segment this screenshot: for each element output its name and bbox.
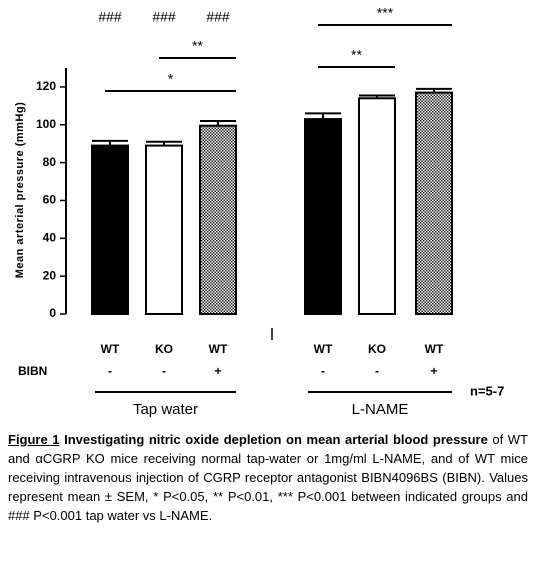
row-value: + <box>214 364 221 378</box>
bar <box>91 144 129 315</box>
x-tick-label: WT <box>101 342 120 356</box>
significance-label: * <box>168 71 174 87</box>
row-value: - <box>108 364 112 378</box>
row-label: BIBN <box>18 364 47 378</box>
y-tick-label: 60 <box>43 193 57 207</box>
y-tick-label: 80 <box>43 155 57 169</box>
hash-label: ### <box>206 9 230 25</box>
n-label: n=5-7 <box>470 383 504 398</box>
bar <box>415 91 453 315</box>
bar <box>358 97 396 316</box>
bar <box>145 144 183 315</box>
significance-label: *** <box>377 5 394 21</box>
y-tick-label: 20 <box>43 268 57 282</box>
y-tick-label: 40 <box>43 230 57 244</box>
bar <box>304 118 342 316</box>
x-tick-label: KO <box>368 342 386 356</box>
x-tick-label: KO <box>155 342 173 356</box>
x-tick-label: WT <box>425 342 444 356</box>
caption-title: Investigating nitric oxide depletion on … <box>64 432 488 447</box>
hash-label: ### <box>98 9 122 25</box>
caption: Figure 1 Investigating nitric oxide depl… <box>8 430 528 525</box>
row-value: - <box>375 364 379 378</box>
group-label: L-NAME <box>352 401 409 418</box>
x-tick-label: WT <box>314 342 333 356</box>
x-tick-label: WT <box>209 342 228 356</box>
row-value: - <box>162 364 166 378</box>
group-label: Tap water <box>133 401 198 418</box>
y-tick-label: 0 <box>49 306 56 320</box>
y-axis-label: Mean arterial pressure (mmHg) <box>14 102 26 279</box>
y-tick-label: 100 <box>36 117 56 131</box>
bar <box>199 124 237 316</box>
caption-text: of WT and αCGRP KO mice receiving normal… <box>8 432 528 523</box>
chart: Mean arterial pressure (mmHg) BIBN n=5-7… <box>14 5 504 418</box>
significance-label: ** <box>351 47 362 63</box>
hash-label: ### <box>152 9 176 25</box>
caption-label: Figure 1 <box>8 432 60 447</box>
y-tick-label: 120 <box>36 79 56 93</box>
row-value: + <box>430 364 437 378</box>
row-value: - <box>321 364 325 378</box>
significance-label: ** <box>192 38 203 54</box>
